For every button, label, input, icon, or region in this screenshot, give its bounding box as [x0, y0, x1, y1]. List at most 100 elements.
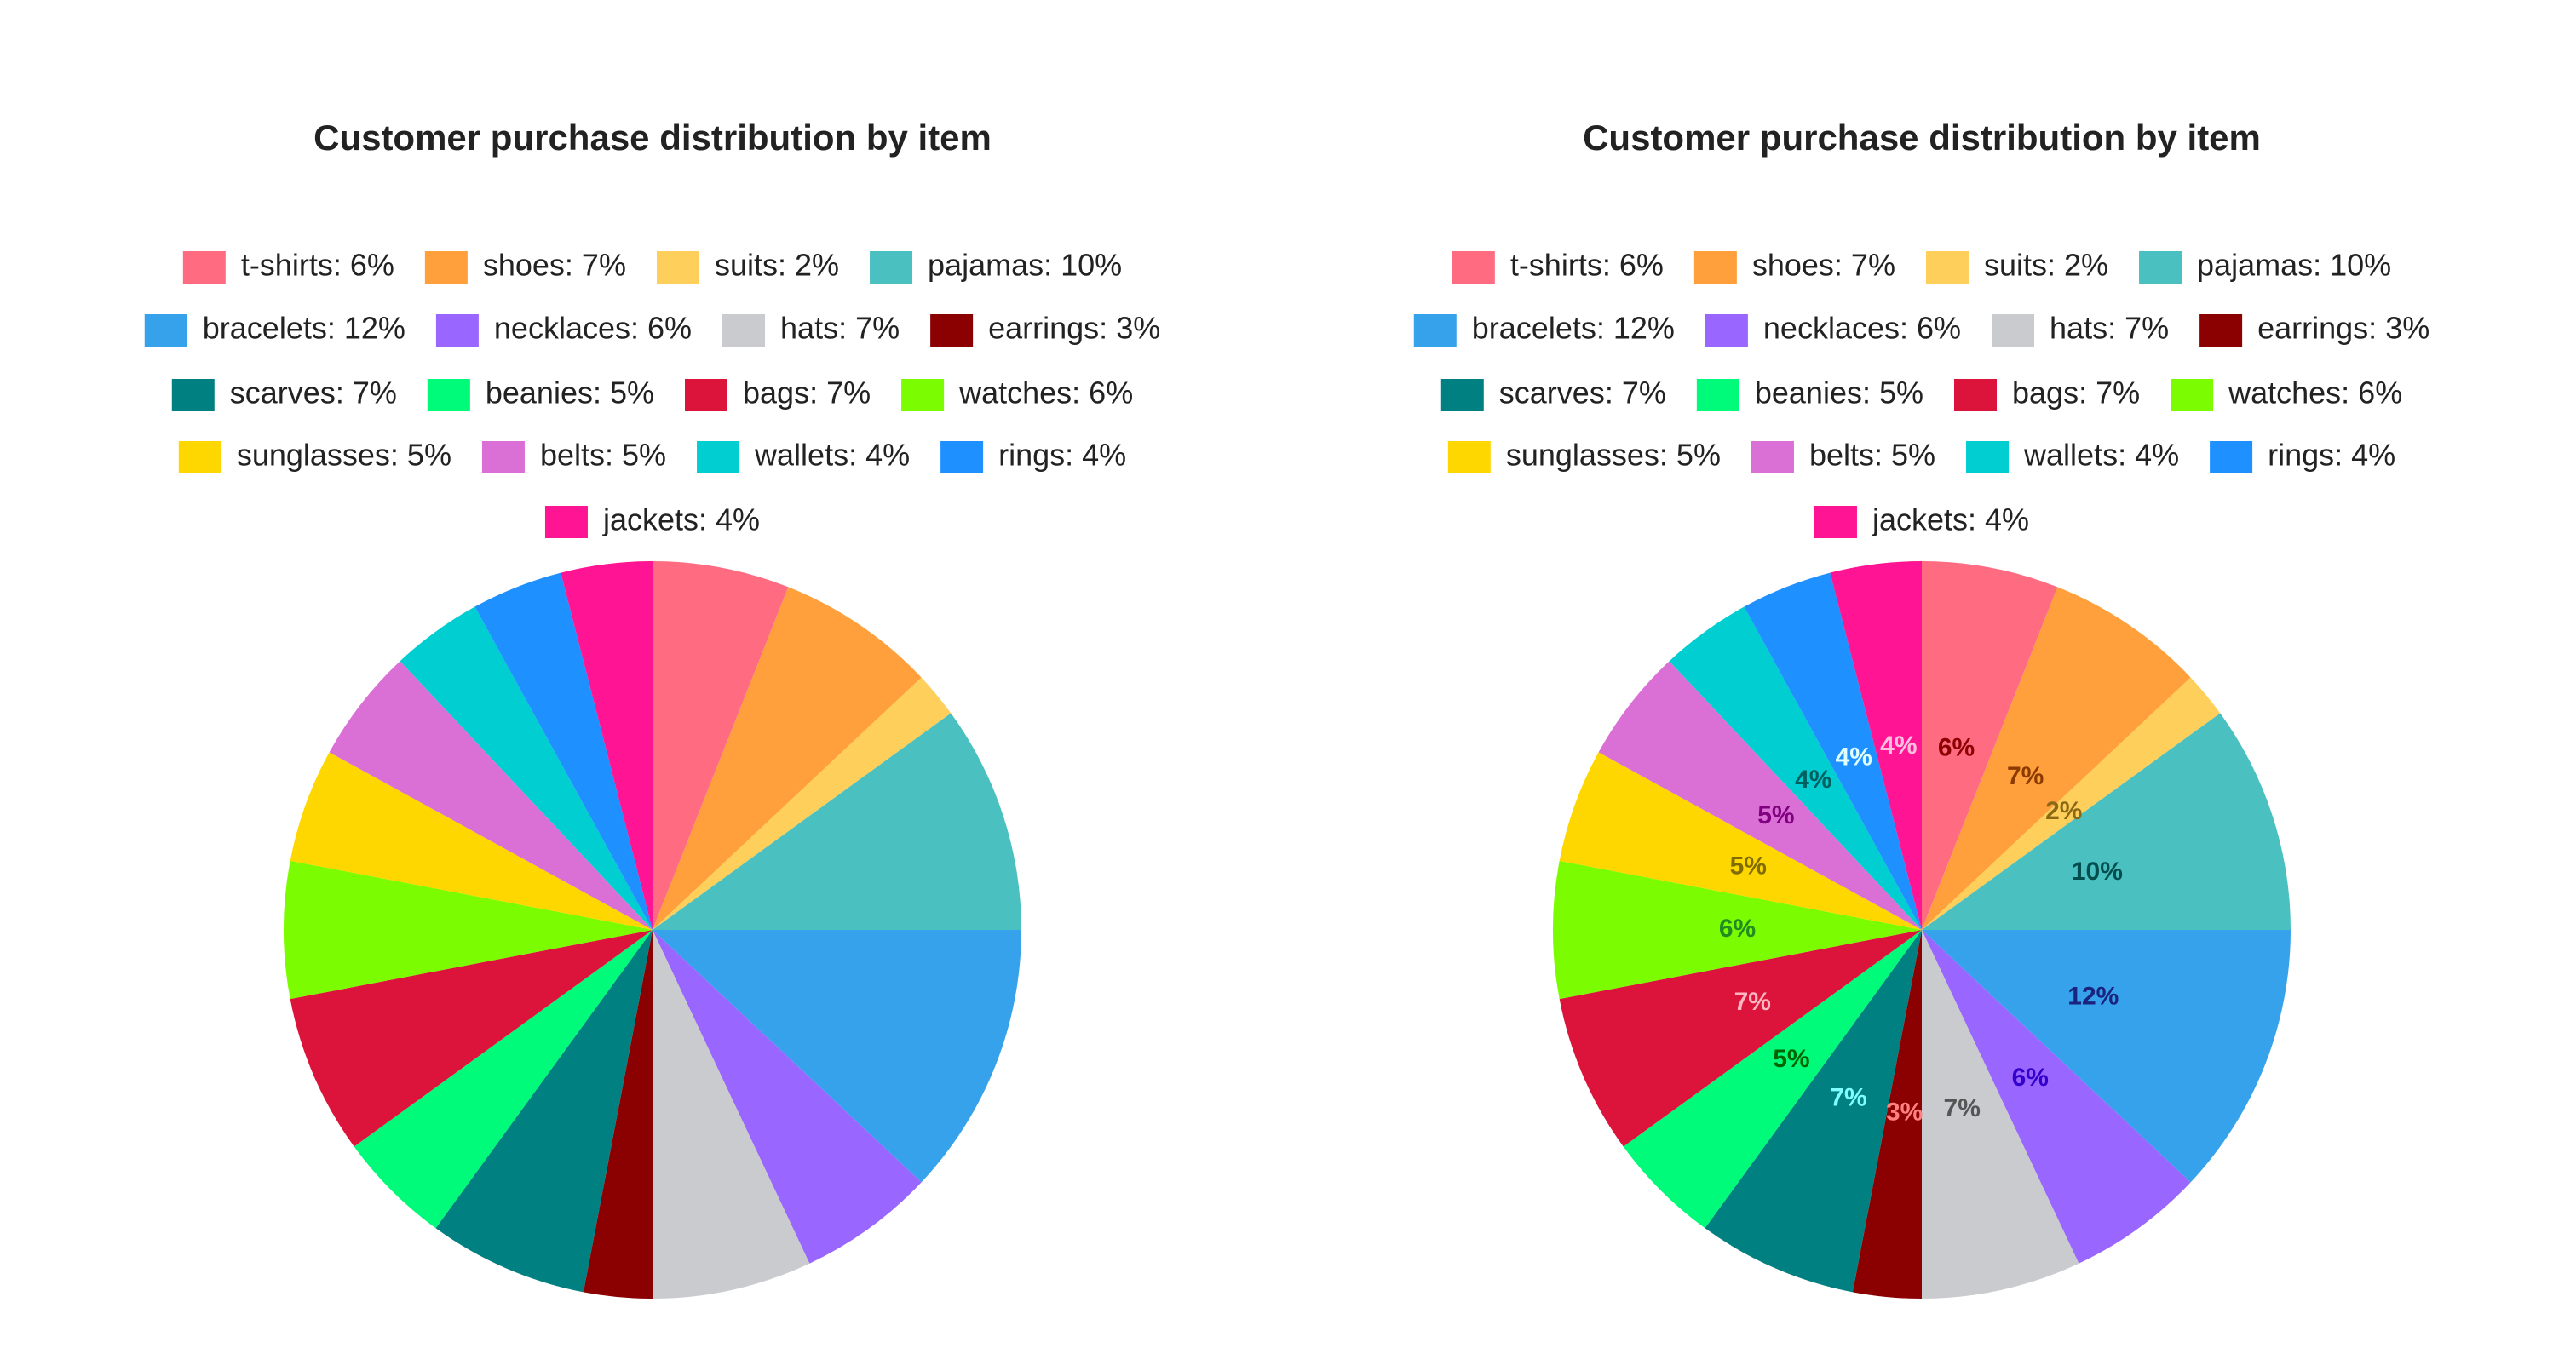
data-label: 5%: [1730, 852, 1767, 881]
legend-label: sunglasses: 5%: [1506, 438, 1721, 473]
pie-slice: [653, 677, 952, 930]
legend-label: necklaces: 6%: [494, 311, 692, 346]
legend-label: wallets: 4%: [2023, 438, 2179, 473]
legend-label: necklaces: 6%: [1763, 311, 1961, 346]
legend-swatch: [656, 251, 699, 284]
legend-swatch: [697, 441, 740, 473]
pie-slice: [1922, 930, 2291, 1183]
legend-label: bracelets: 12%: [203, 311, 405, 346]
legend-swatch: [1992, 314, 2035, 347]
pie-slice: [400, 606, 653, 930]
data-label: 5%: [1773, 1045, 1809, 1073]
legend-label: watches: 6%: [2228, 376, 2402, 410]
pie-slice: [653, 587, 922, 930]
legend-label: scarves: 7%: [230, 376, 397, 410]
legend-label: shoes: 7%: [1752, 248, 1895, 283]
legend-label: rings: 4%: [2268, 438, 2395, 473]
legend-swatch: [940, 441, 984, 473]
pie-slice: [1852, 930, 1922, 1299]
chart-title: Customer purchase distribution by item: [313, 118, 992, 158]
legend-row: bracelets: 12% necklaces: 6% hats: 7% earri…: [144, 311, 1160, 347]
pie-slice: [1559, 752, 1922, 930]
legend-swatch: [2199, 314, 2243, 347]
legend-row: sunglasses: 5% belts: 5% wallets: 4% rings:…: [178, 438, 1126, 473]
data-label: 3%: [1886, 1098, 1923, 1126]
legend-swatch: [1954, 379, 1997, 411]
legend-swatch: [1925, 251, 1969, 284]
data-label: 7%: [2007, 762, 2044, 790]
chart-title: Customer purchase distribution by item: [1583, 118, 2261, 158]
legend-row: sunglasses: 5% belts: 5% wallets: 4% rings:…: [1447, 438, 2395, 473]
legend-swatch: [1751, 441, 1794, 473]
data-label: 6%: [1938, 733, 1975, 761]
data-label: 4%: [1836, 743, 1872, 772]
legend-swatch: [722, 314, 766, 347]
pie-slice: [1598, 661, 1922, 930]
legend-label: suits: 2%: [715, 248, 839, 283]
pie-slice: [290, 930, 653, 1147]
legend-label: earrings: 3%: [988, 311, 1160, 346]
data-label: 5%: [1757, 801, 1794, 829]
pie-slice: [1559, 930, 1922, 1147]
pie-slice: [1922, 677, 2221, 930]
pie-slice: [329, 661, 653, 930]
legend-label: shoes: 7%: [483, 248, 626, 283]
legend-row: scarves: 7% beanies: 5% bags: 7% watches: 6…: [171, 376, 1133, 411]
legend-label: rings: 4%: [998, 438, 1126, 473]
pie-slice: [354, 930, 653, 1229]
legend-swatch: [1696, 379, 1739, 411]
legend-label: suits: 2%: [1984, 248, 2108, 283]
pie-slice: [653, 713, 1021, 930]
legend-swatch: [1452, 251, 1495, 284]
legend-swatch: [424, 251, 468, 284]
pie-slice: [284, 860, 653, 1000]
legend-label: earrings: 3%: [2257, 311, 2429, 346]
legend-label: sunglasses: 5%: [237, 438, 451, 473]
pie-slice: [1922, 930, 2191, 1264]
legend-swatch: [2139, 251, 2182, 284]
legend-row: t-shirts: 6% shoes: 7% suits: 2% pajamas: 1…: [182, 248, 1122, 284]
data-label: 7%: [1830, 1084, 1866, 1112]
legend-swatch: [427, 379, 470, 411]
legend-swatch: [1966, 441, 2010, 473]
legend-label: scarves: 7%: [1499, 376, 1666, 410]
legend-swatch: [1447, 441, 1491, 473]
pie-slice: [1922, 713, 2291, 930]
pie-slice: [561, 561, 653, 930]
legend-label: bags: 7%: [743, 376, 871, 410]
pie-slice: [290, 752, 653, 930]
pie-slice: [1922, 587, 2191, 930]
data-label: 4%: [1795, 766, 1831, 794]
pie-slice: [1744, 572, 1922, 930]
data-label: 7%: [1944, 1094, 1981, 1122]
legend-swatch: [1814, 506, 1857, 538]
legend-row: jackets: 4%: [544, 502, 760, 538]
data-label: 6%: [1719, 915, 1756, 943]
legend-swatch: [182, 251, 226, 284]
legend-swatch: [144, 314, 187, 347]
pie-slice: [1553, 860, 1922, 1000]
legend-swatch: [1693, 251, 1737, 284]
pie-slice: [653, 930, 922, 1264]
legend-label: belts: 5%: [1809, 438, 1935, 473]
legend-label: beanies: 5%: [1755, 376, 1923, 410]
pie-slice: [435, 930, 653, 1293]
data-label: 10%: [2072, 858, 2123, 886]
legend-swatch: [1413, 314, 1457, 347]
data-label: 4%: [1880, 731, 1917, 760]
legend-swatch: [930, 314, 974, 347]
pie-slice: [583, 930, 653, 1299]
legend-swatch: [1705, 314, 1748, 347]
legend-row: scarves: 7% beanies: 5% bags: 7% watches: 6…: [1440, 376, 2402, 411]
pie-slice: [1705, 930, 1922, 1293]
pie-slice: [1830, 561, 1922, 930]
legend-label: watches: 6%: [958, 376, 1133, 410]
legend-swatch: [178, 441, 221, 473]
pie-slice: [1922, 930, 2079, 1299]
pie-slice: [1669, 606, 1922, 930]
legend-row: t-shirts: 6% shoes: 7% suits: 2% pajamas: 1…: [1452, 248, 2391, 284]
legend-label: jackets: 4%: [1872, 502, 2029, 537]
legend-swatch: [2210, 441, 2253, 473]
